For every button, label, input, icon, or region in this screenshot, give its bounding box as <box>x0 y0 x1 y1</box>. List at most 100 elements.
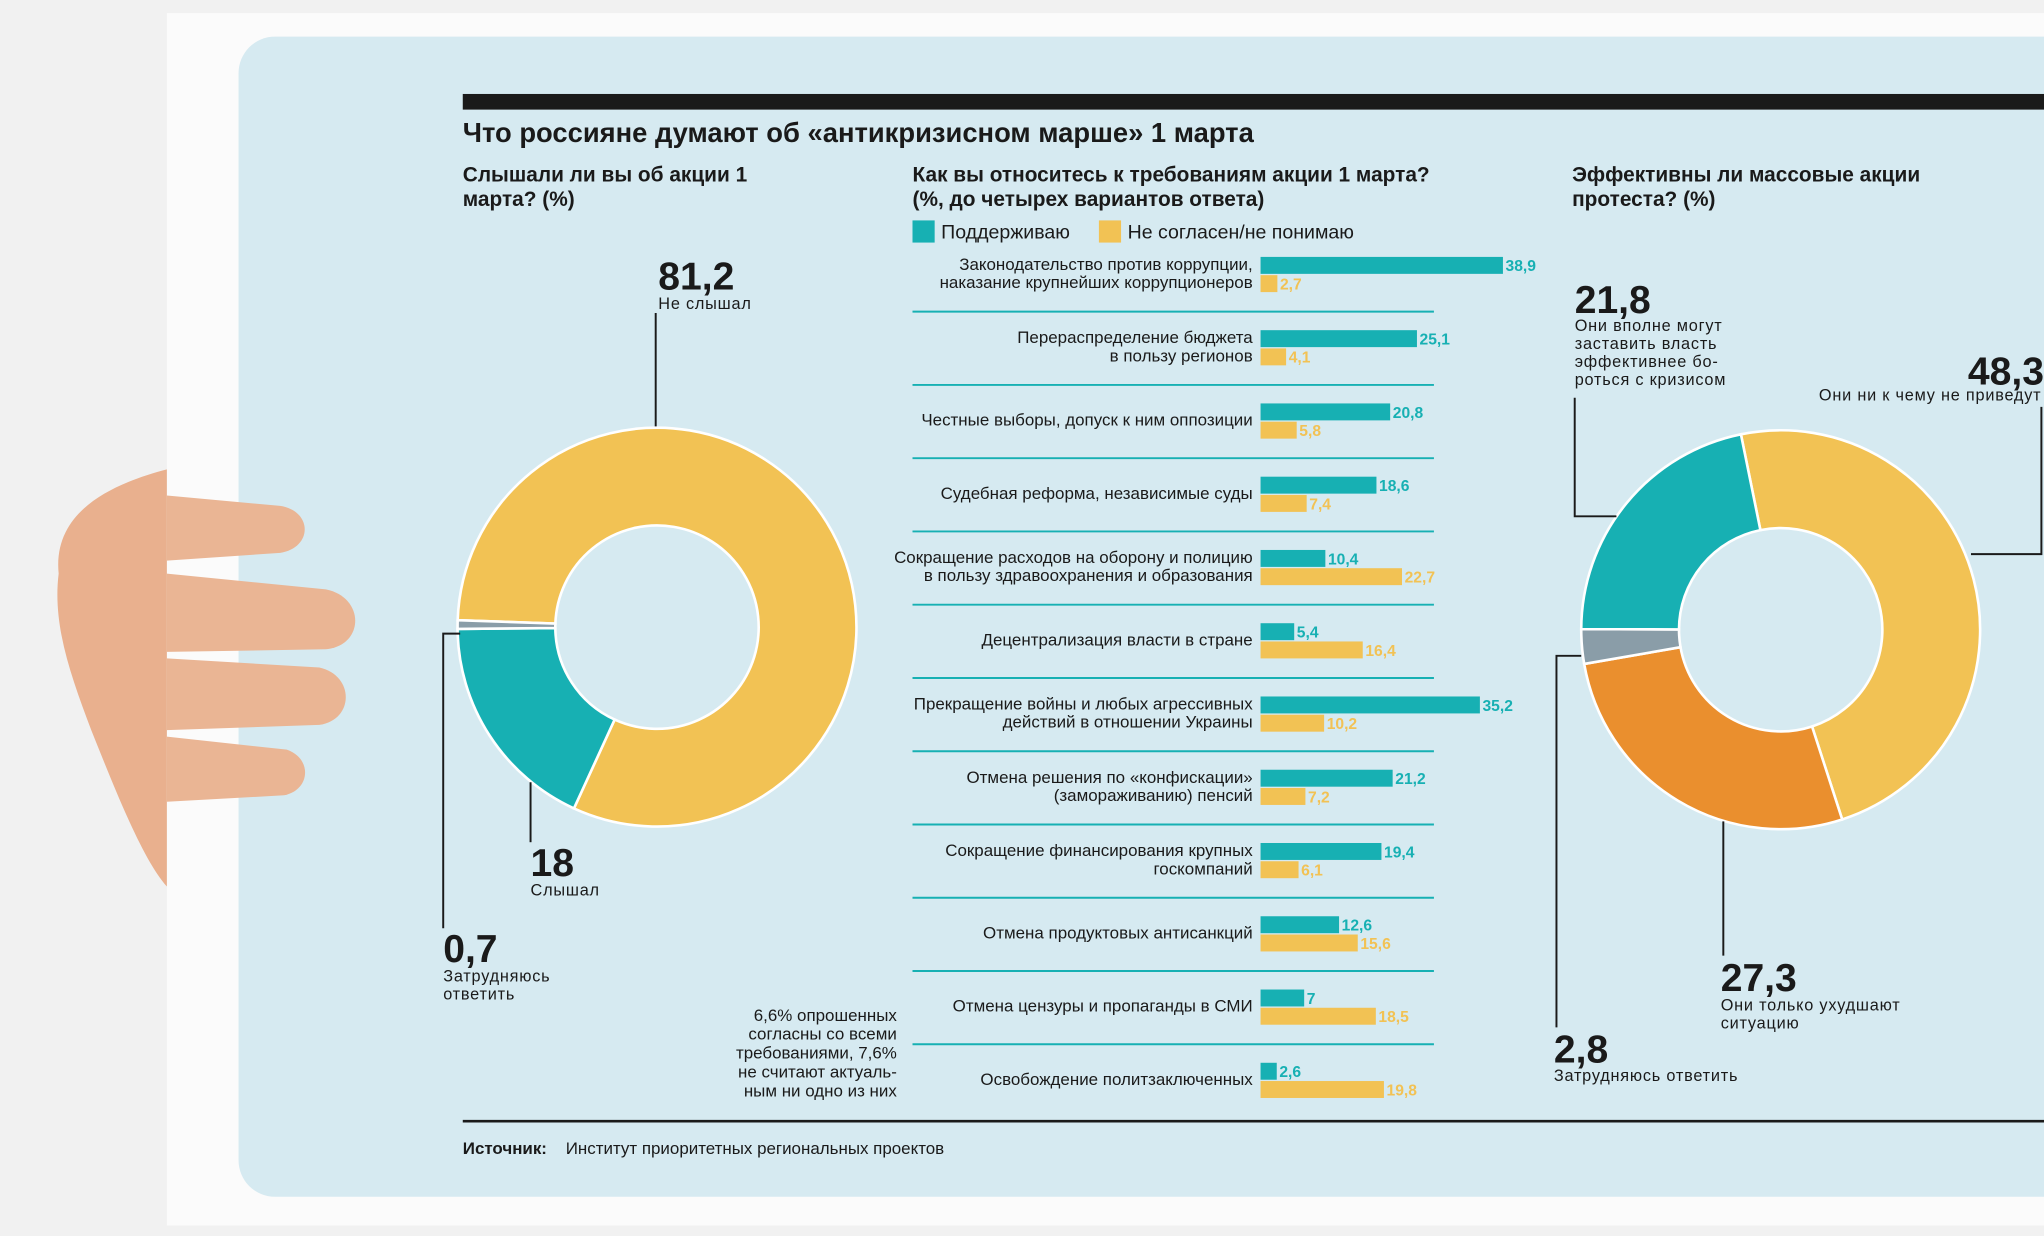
value-label: 21,2 <box>1395 771 1426 788</box>
leader-line <box>1573 397 1617 518</box>
bar <box>1260 403 1391 421</box>
donut-segment <box>1582 645 1844 831</box>
value-label: 38,9 <box>1506 258 1537 275</box>
value-label: 81,2 <box>658 255 734 298</box>
bar <box>1260 494 1307 512</box>
hand-palm <box>57 469 167 887</box>
value-label: 16,4 <box>1365 643 1396 660</box>
bar <box>1260 275 1278 293</box>
bar <box>1260 256 1503 274</box>
bar <box>1260 787 1306 805</box>
leader-line <box>442 632 461 929</box>
value-label: 0,7 <box>443 928 497 971</box>
chart-title: Как вы относитесь к требованиям акции 1 … <box>913 163 1430 211</box>
value-label: 22,7 <box>1405 570 1435 587</box>
annotation: 6,6% опрошенных согласны со всеми требован… <box>736 1006 897 1101</box>
bar <box>1260 861 1299 879</box>
value-label: 48,3 <box>1968 351 2044 394</box>
value-label: 18,6 <box>1379 478 1410 495</box>
category-label: Децентрализация власти в стране <box>982 630 1253 649</box>
category-label: Затрудняюсь ответить <box>443 968 550 1004</box>
bar <box>1260 1081 1384 1098</box>
hand <box>57 469 356 887</box>
value-label: 10,4 <box>1328 551 1359 568</box>
donut-segment <box>1739 429 1982 822</box>
category-label: Отмена решения по «конфискации» (заморажи… <box>967 768 1253 805</box>
value-label: 4,1 <box>1289 350 1311 367</box>
value-label: 2,7 <box>1280 277 1302 294</box>
donut-segment <box>456 426 858 828</box>
bar <box>1260 623 1295 641</box>
bar <box>1260 330 1417 348</box>
category-label: Затрудняюсь ответить <box>1554 1067 1738 1085</box>
donut-segment <box>456 618 557 631</box>
legend-label: Не согласен/не понимаю <box>1128 222 1354 244</box>
bar <box>1260 842 1382 860</box>
value-label: 35,2 <box>1482 698 1513 715</box>
category-label: Освобождение политзаключенных <box>980 1070 1253 1089</box>
category-label: Сокращение расходов на оборону и полицию… <box>894 548 1253 585</box>
value-label: 7 <box>1307 991 1316 1008</box>
legend-swatch <box>1098 220 1122 243</box>
category-label: Они вполне могут заставить власть эффектив… <box>1575 317 1727 389</box>
category-label: Сокращение финансирования крупных госкомп… <box>945 841 1253 878</box>
finger <box>166 495 305 561</box>
category-label: Они ни к чему не приведут <box>1819 386 2041 404</box>
bar <box>1260 696 1480 714</box>
category-label: Честные выборы, допуск к ним оппозиции <box>921 411 1252 430</box>
value-label: 2,8 <box>1554 1029 1608 1072</box>
category-label: Отмена продуктовых антисанкций <box>983 923 1253 942</box>
value-label: 25,1 <box>1420 332 1451 349</box>
legend-swatch <box>912 220 935 243</box>
leader-line <box>1555 654 1582 1028</box>
value-label: 20,8 <box>1393 405 1424 422</box>
finger <box>166 573 356 652</box>
chart-title: Эффективны ли массовые акции протеста? (%… <box>1572 163 1920 211</box>
leader-line <box>1971 406 2043 556</box>
bar <box>1260 1062 1277 1080</box>
category-label: Они только ухудшают ситуацию <box>1721 996 1901 1032</box>
category-label: Судебная реформа, независимые суды <box>941 484 1253 503</box>
value-label: 21,8 <box>1575 279 1651 322</box>
chart-title: Слышали ли вы об акции 1 марта? (%) <box>463 163 748 211</box>
value-label: 7,4 <box>1309 496 1331 513</box>
value-label: 7,2 <box>1308 789 1330 806</box>
value-label: 18 <box>531 842 574 885</box>
category-label: Законодательство против коррупции, наказа… <box>940 255 1253 292</box>
value-label: 18,5 <box>1378 1009 1409 1026</box>
bar <box>1260 916 1340 934</box>
value-label: 5,8 <box>1299 423 1321 440</box>
value-label: 15,6 <box>1360 936 1391 953</box>
bar <box>1260 1007 1376 1025</box>
bar <box>1260 348 1287 366</box>
panel <box>238 36 2044 1197</box>
finger <box>166 736 306 802</box>
bar <box>1260 568 1402 586</box>
donut-segment <box>1579 432 1762 631</box>
value-label: 10,2 <box>1327 716 1358 733</box>
bar <box>1260 476 1377 494</box>
value-label: 27,3 <box>1721 957 1797 1000</box>
value-label: 6,1 <box>1301 863 1323 880</box>
legend-label: Поддерживаю <box>941 222 1070 244</box>
bar <box>1260 549 1326 567</box>
bar <box>1260 421 1297 439</box>
value-label: 2,6 <box>1279 1064 1301 1081</box>
value-label: 5,4 <box>1297 625 1319 642</box>
bar <box>1260 934 1358 952</box>
value-label: 19,8 <box>1387 1082 1418 1099</box>
category-label: Прекращение войны и любых агрессивных дей… <box>914 695 1253 732</box>
value-label: 19,4 <box>1384 844 1415 861</box>
top-rule <box>462 93 2044 110</box>
category-label: Перераспределение бюджета в пользу регион… <box>1017 328 1253 365</box>
page-title: Что россияне думают об «антикризисном ма… <box>463 117 1255 148</box>
category-label: Слышал <box>531 882 600 900</box>
source-label: Источник: <box>463 1139 547 1158</box>
category-label: Не слышал <box>658 295 751 313</box>
bar <box>1260 989 1305 1007</box>
category-label: Отмена цензуры и пропаганды в СМИ <box>953 997 1253 1016</box>
bar <box>1260 714 1325 732</box>
bar <box>1260 769 1393 787</box>
finger <box>166 658 346 731</box>
